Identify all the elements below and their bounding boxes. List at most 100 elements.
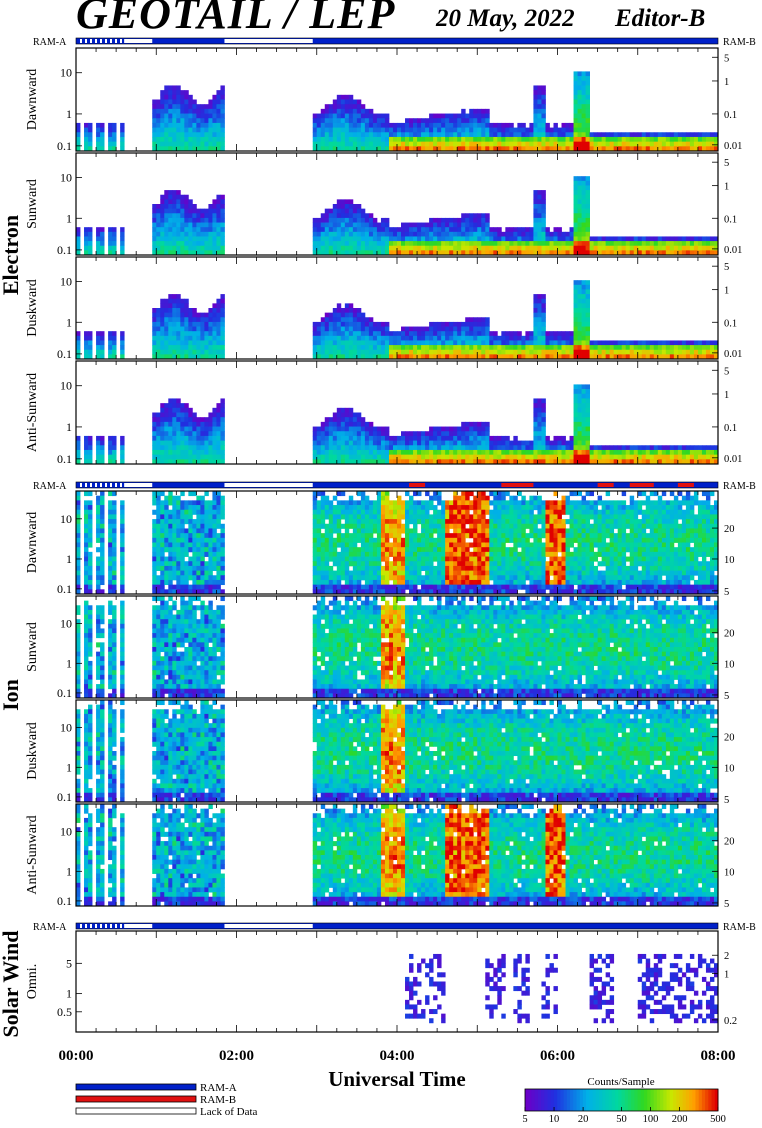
heatmap-cell <box>220 146 225 152</box>
heatmap-cell <box>505 435 510 441</box>
heatmap-cell <box>96 454 101 460</box>
heatmap-cell <box>553 236 558 242</box>
heatmap-cell <box>629 354 635 360</box>
heatmap-cell <box>441 241 446 247</box>
heatmap-cell <box>200 533 205 539</box>
heatmap-cell <box>505 454 510 460</box>
heatmap-cell <box>320 141 326 147</box>
heatmap-cell <box>697 340 703 346</box>
heatmap-cell <box>208 245 213 251</box>
heatmap-cell <box>557 435 562 441</box>
heatmap-cell <box>469 222 474 228</box>
heatmap-cell <box>405 132 410 138</box>
heatmap-cell <box>453 354 458 360</box>
heatmap-cell <box>328 570 334 576</box>
heatmap-cell <box>312 495 318 501</box>
heatmap-cell <box>368 227 374 233</box>
heatmap-cell <box>220 537 225 543</box>
heatmap-cell <box>549 349 554 355</box>
heatmap-cell <box>324 435 330 441</box>
heatmap-cell <box>417 326 422 332</box>
heatmap-cell <box>168 426 173 432</box>
heatmap-cell <box>164 227 169 233</box>
heatmap-cell <box>577 199 582 205</box>
heatmap-cell <box>533 222 538 228</box>
heatmap-cell <box>693 245 699 251</box>
heatmap-cell <box>457 245 462 251</box>
heatmap-cell <box>320 317 326 323</box>
heatmap-cell <box>212 331 217 337</box>
heatmap-cell <box>212 528 217 534</box>
heatmap-cell <box>180 141 185 147</box>
heatmap-cell <box>457 459 462 465</box>
heatmap-cell <box>196 445 201 451</box>
heatmap-cell <box>156 449 161 456</box>
heatmap-cell <box>557 141 562 147</box>
heatmap-cell <box>477 118 482 124</box>
heatmap-cell <box>76 250 81 256</box>
heatmap-cell <box>549 231 554 237</box>
heatmap-cell <box>160 340 165 346</box>
heatmap-cell <box>312 584 318 590</box>
heatmap-cell <box>196 584 201 590</box>
heatmap-cell <box>485 449 490 456</box>
heatmap-cell <box>573 208 578 214</box>
heatmap-cell <box>489 349 494 355</box>
heatmap-cell <box>76 589 81 595</box>
heatmap-cell <box>533 245 538 251</box>
heatmap-cell <box>96 335 101 341</box>
heatmap-cell <box>392 227 398 233</box>
heatmap-cell <box>328 326 334 332</box>
heatmap-cell <box>549 241 554 247</box>
heatmap-cell <box>320 523 326 529</box>
heatmap-cell <box>324 146 330 152</box>
heatmap-cell <box>372 241 378 247</box>
heatmap-cell <box>172 412 177 418</box>
heatmap-cell <box>156 317 161 323</box>
heatmap-cell <box>481 231 486 237</box>
heatmap-cell <box>196 317 201 323</box>
heatmap-cell <box>533 127 538 133</box>
heatmap-cell <box>172 217 177 223</box>
heatmap-cell <box>180 519 185 525</box>
heatmap-cell <box>372 250 378 256</box>
heatmap-cell <box>176 454 181 460</box>
heatmap-cell <box>172 298 177 304</box>
heatmap-cell <box>172 421 177 427</box>
heatmap-cell <box>469 354 474 360</box>
heatmap-cell <box>200 354 205 360</box>
heatmap-cell <box>413 231 418 237</box>
heatmap-cell <box>320 579 326 586</box>
heatmap-cell <box>553 250 558 256</box>
heatmap-cell <box>328 500 334 506</box>
heatmap-cell <box>581 407 586 413</box>
heatmap-cell <box>204 505 209 511</box>
heatmap-cell <box>152 236 157 242</box>
heatmap-cell <box>701 141 707 147</box>
heatmap-cell <box>372 136 378 143</box>
heatmap-cell <box>553 459 558 465</box>
heatmap-cell <box>489 127 494 133</box>
heatmap-cell <box>188 505 193 511</box>
heatmap-cell <box>493 227 498 233</box>
heatmap-cell <box>677 250 683 256</box>
heatmap-cell <box>553 454 558 460</box>
heatmap-cell <box>320 519 326 525</box>
heatmap-cell <box>665 245 671 251</box>
heatmap-cell <box>589 250 595 256</box>
heatmap-cell <box>409 459 414 465</box>
heatmap-cell <box>481 435 486 441</box>
heatmap-cell <box>585 298 590 304</box>
heatmap-cell <box>485 349 490 355</box>
heatmap-cell <box>180 312 185 318</box>
heatmap-cell <box>437 326 442 332</box>
heatmap-cell <box>577 208 582 214</box>
heatmap-cell <box>76 528 81 534</box>
heatmap-cell <box>473 454 478 460</box>
heatmap-cell <box>513 146 518 152</box>
heatmap-cell <box>336 431 342 437</box>
heatmap-cell <box>100 236 105 242</box>
heatmap-cell <box>457 146 462 152</box>
heatmap-cell <box>597 449 603 456</box>
heatmap-cell <box>617 245 623 251</box>
